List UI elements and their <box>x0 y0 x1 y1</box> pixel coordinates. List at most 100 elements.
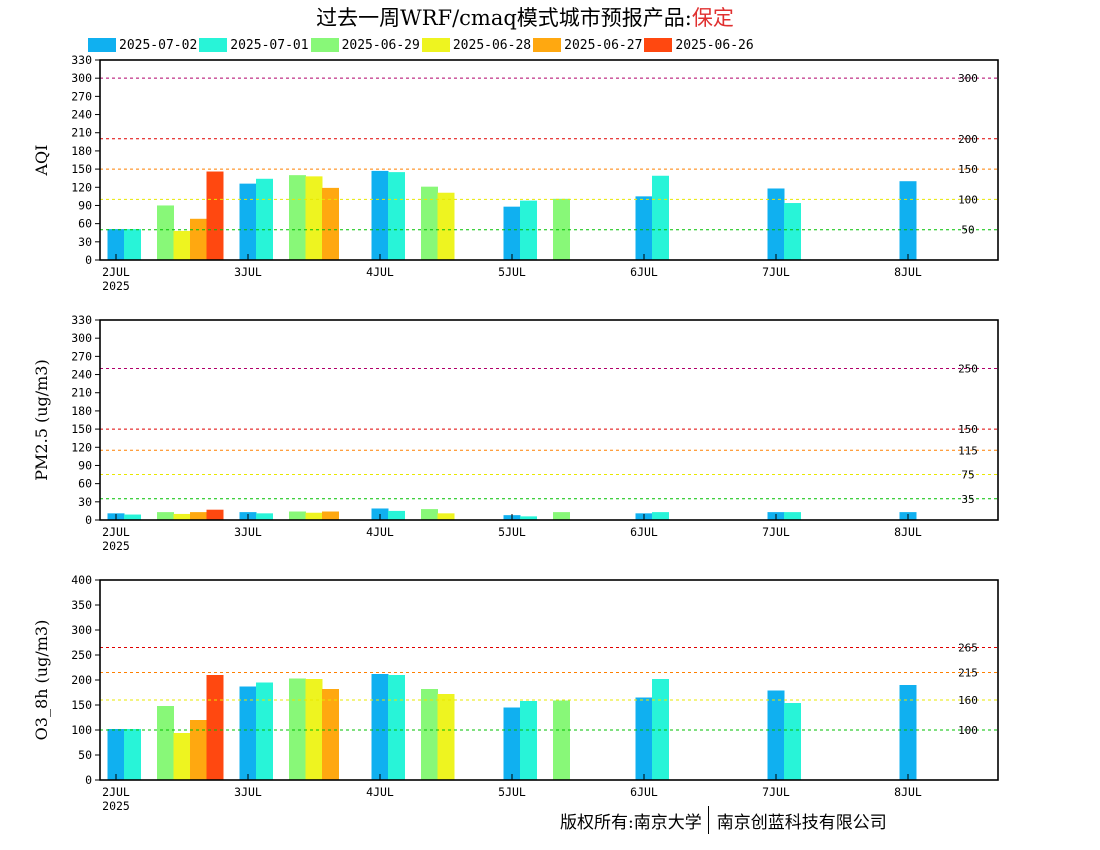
threshold-label: 300 <box>958 72 978 85</box>
x-tick-label: 8JUL <box>894 265 922 279</box>
bar <box>437 694 455 780</box>
threshold-label: 160 <box>958 694 978 707</box>
y-tick-label: 150 <box>71 698 92 712</box>
bar <box>206 509 224 520</box>
bar <box>553 700 570 780</box>
legend-swatch <box>533 38 562 52</box>
copyright-separator <box>707 806 709 834</box>
bar <box>421 186 438 260</box>
x-tick-label: 6JUL <box>630 525 658 539</box>
x-tick-label: 7JUL <box>762 785 790 799</box>
y-tick-label: 60 <box>78 477 92 491</box>
y-tick-label: 30 <box>78 495 92 509</box>
y-tick-label: 0 <box>85 773 92 787</box>
x-tick-label: 4JUL <box>366 265 394 279</box>
bar <box>784 703 801 780</box>
threshold-label: 150 <box>958 423 978 436</box>
bar <box>289 511 306 520</box>
bar <box>124 229 141 260</box>
legend-swatch <box>199 38 228 52</box>
x-tick-label: 6JUL <box>630 785 658 799</box>
bar <box>289 678 306 780</box>
legend-label: 2025-06-29 <box>341 37 420 53</box>
bar <box>322 511 339 520</box>
threshold-label: 100 <box>958 724 978 737</box>
y-tick-label: 150 <box>71 162 92 176</box>
y-tick-label: 200 <box>71 673 92 687</box>
bar <box>388 172 405 260</box>
bar <box>371 170 389 260</box>
threshold-label: 215 <box>958 667 978 680</box>
bar <box>899 685 917 780</box>
y-tick-label: 90 <box>78 458 92 472</box>
y-tick-label: 60 <box>78 217 92 231</box>
bar <box>173 733 191 780</box>
x-tick-label: 2JUL <box>102 265 130 279</box>
bar <box>784 512 801 520</box>
x-tick-label: 4JUL <box>366 785 394 799</box>
bar <box>503 206 521 260</box>
y-tick-label: 350 <box>71 598 92 612</box>
y-tick-label: 50 <box>78 748 92 762</box>
bar <box>767 188 785 260</box>
bar <box>305 512 323 520</box>
y-tick-label: 300 <box>71 71 92 85</box>
legend-item: 2025-06-28 <box>421 38 531 53</box>
bar <box>553 198 570 260</box>
bar <box>371 674 389 780</box>
bar <box>124 729 141 780</box>
y-tick-label: 270 <box>71 349 92 363</box>
bar <box>553 512 570 520</box>
x-tick-label: 2JUL <box>102 525 130 539</box>
threshold-label: 75 <box>961 469 974 482</box>
y-tick-label: 210 <box>71 126 92 140</box>
legend-label: 2025-06-27 <box>564 37 643 53</box>
legend-label: 2025-07-01 <box>230 37 309 53</box>
chart-title: 过去一周WRF/cmaq模式城市预报产品:保定 <box>0 2 1050 32</box>
title-prefix: 过去一周WRF/cmaq模式城市预报产品: <box>316 6 692 30</box>
plot-frame <box>99 319 999 521</box>
bar <box>305 679 323 780</box>
bar <box>652 175 669 260</box>
y-tick-label: 30 <box>78 235 92 249</box>
bar <box>173 230 191 260</box>
bar <box>124 514 141 520</box>
threshold-label: 50 <box>961 224 974 237</box>
bar <box>206 171 224 260</box>
bar <box>256 513 273 520</box>
bar <box>520 200 537 260</box>
legend-swatch <box>310 38 339 52</box>
copyright-right: 南京创蓝科技有限公司 <box>716 812 887 833</box>
bar <box>107 229 125 260</box>
y-axis-label: O3_8h (ug/m3) <box>32 620 51 741</box>
legend-label: 2025-06-26 <box>675 37 754 53</box>
x-tick-label: 8JUL <box>894 525 922 539</box>
y-tick-label: 300 <box>71 331 92 345</box>
y-tick-label: 330 <box>71 53 92 67</box>
bar <box>157 205 174 260</box>
bar <box>322 187 339 260</box>
y-tick-label: 400 <box>71 573 92 587</box>
bar <box>635 196 653 260</box>
bar <box>256 178 273 260</box>
bar <box>421 509 438 520</box>
legend-item: 2025-07-02 <box>88 38 197 53</box>
x-tick-label: 5JUL <box>498 525 526 539</box>
legend-item: 2025-06-29 <box>310 37 420 53</box>
bar <box>635 697 653 780</box>
bar <box>503 707 521 780</box>
x-tick-label: 2JUL <box>102 785 130 799</box>
bar <box>107 729 125 780</box>
y-tick-label: 100 <box>71 723 92 737</box>
bar <box>652 512 669 520</box>
x-tick-label: 3JUL <box>234 525 262 539</box>
x-tick-label: 3JUL <box>234 265 262 279</box>
bar <box>421 689 438 780</box>
y-tick-label: 270 <box>71 89 92 103</box>
threshold-label: 150 <box>958 163 978 176</box>
bar <box>206 675 224 780</box>
y-tick-label: 300 <box>71 623 92 637</box>
x-tick-label: 7JUL <box>762 525 790 539</box>
y-axis-label: AQI <box>32 145 51 177</box>
